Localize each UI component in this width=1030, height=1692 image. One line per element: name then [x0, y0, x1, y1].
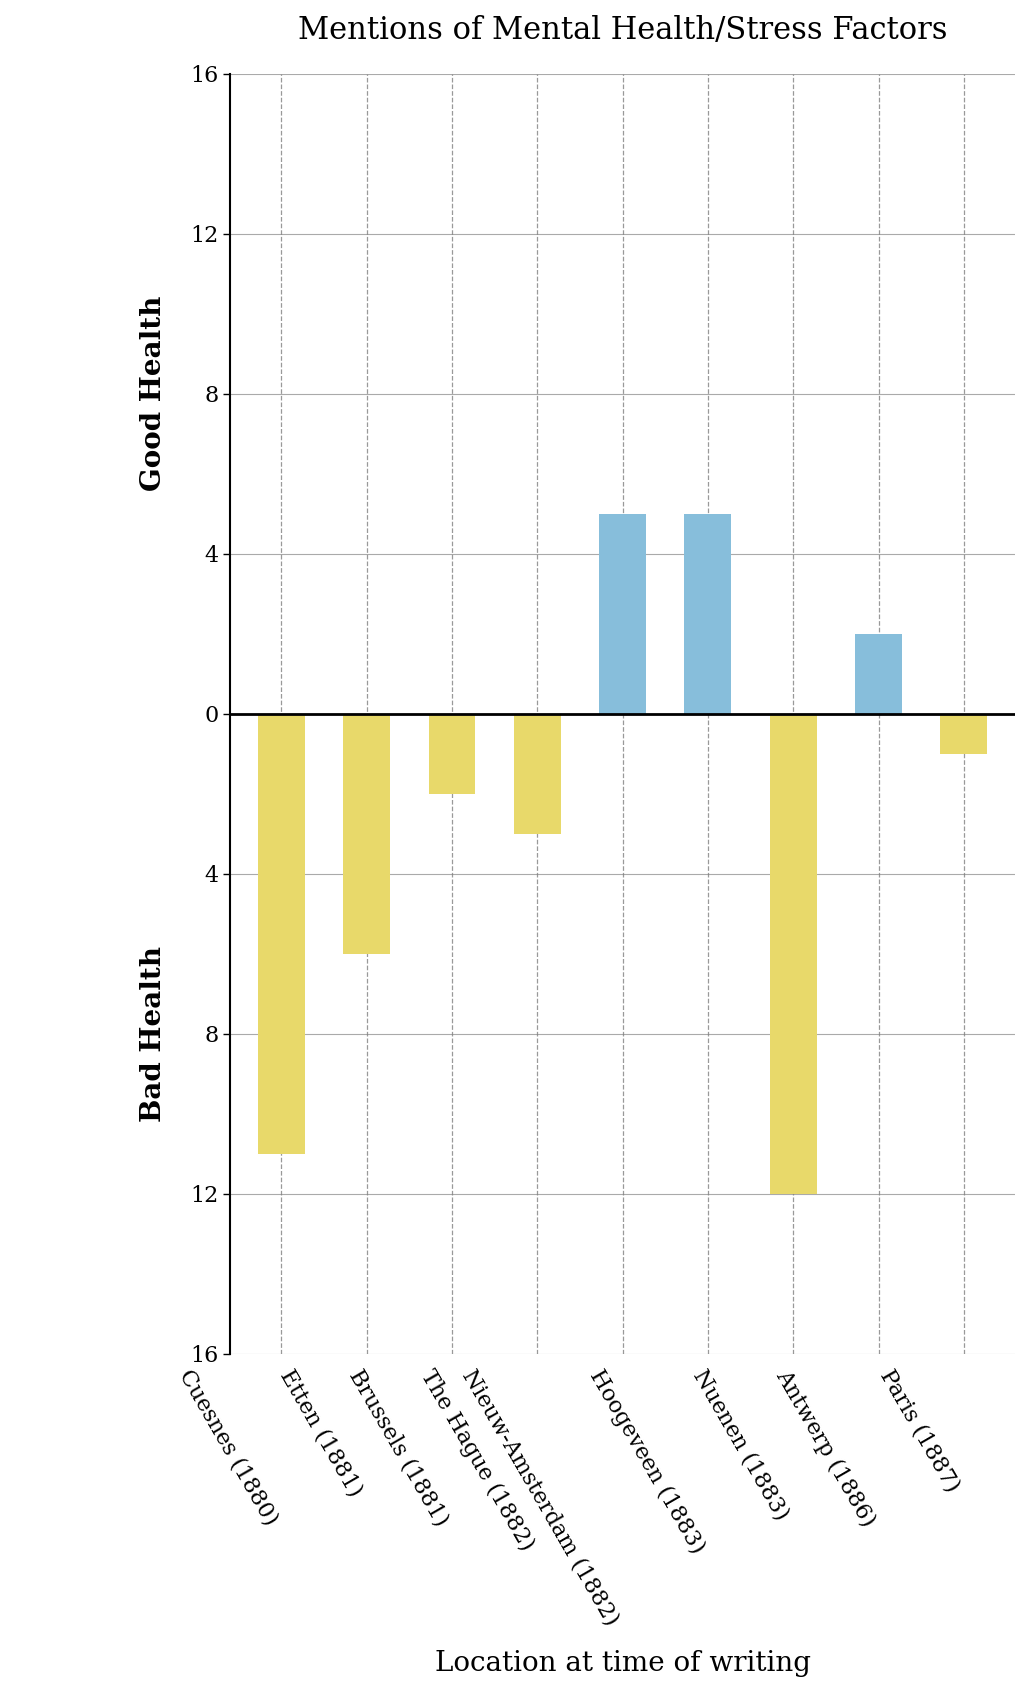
Title: Mentions of Mental Health/Stress Factors: Mentions of Mental Health/Stress Factors	[298, 15, 948, 46]
Bar	[599, 514, 646, 714]
Bar	[514, 714, 560, 834]
Text: Bad Health: Bad Health	[140, 946, 167, 1122]
Bar	[769, 714, 817, 1195]
Bar	[428, 714, 476, 794]
Bar	[685, 514, 731, 714]
Bar	[855, 634, 902, 714]
Text: Good Health: Good Health	[140, 296, 167, 491]
X-axis label: Location at time of writing: Location at time of writing	[435, 1650, 811, 1677]
Bar	[258, 714, 305, 1154]
Bar	[940, 714, 988, 753]
Bar	[343, 714, 390, 954]
